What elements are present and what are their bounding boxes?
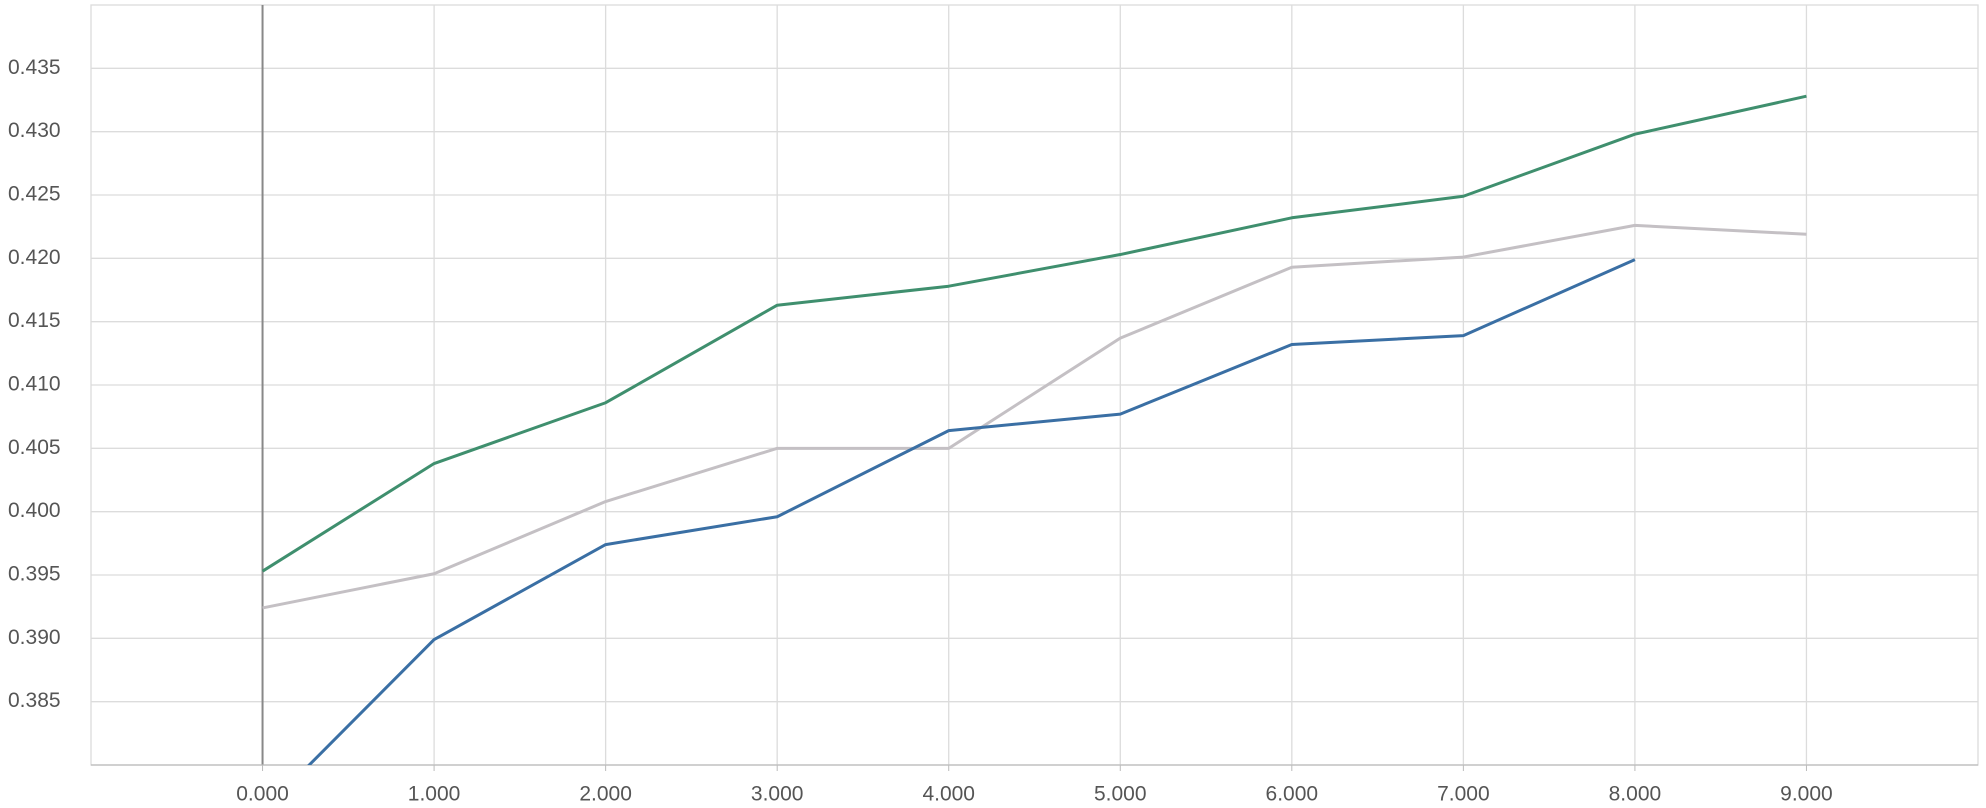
y-tick-label: 0.415	[8, 309, 61, 332]
x-tick-label: 0.000	[236, 783, 289, 806]
x-tick-label: 5.000	[1094, 783, 1147, 806]
x-tick-label: 1.000	[408, 783, 461, 806]
y-tick-label: 0.425	[8, 183, 61, 206]
x-tick-label: 8.000	[1609, 783, 1662, 806]
series-line	[307, 258, 1636, 765]
x-tick-label: 6.000	[1266, 783, 1319, 806]
y-tick-label: 0.385	[8, 689, 61, 712]
y-tick-label: 0.410	[8, 373, 61, 396]
x-tick-label: 9.000	[1780, 783, 1833, 806]
y-tick-label: 0.390	[8, 626, 61, 649]
plot-area	[261, 94, 1807, 765]
y-tick-label: 0.420	[8, 246, 61, 269]
y-tick-label: 0.435	[8, 56, 61, 79]
x-tick-label: 2.000	[579, 783, 632, 806]
series-line	[261, 94, 1807, 573]
y-tick-label: 0.405	[8, 436, 61, 459]
x-tick-label: 3.000	[751, 783, 804, 806]
y-tick-label: 0.430	[8, 119, 61, 142]
x-tick-label: 4.000	[922, 783, 975, 806]
series-line	[262, 223, 1807, 610]
y-tick-label: 0.400	[8, 499, 61, 522]
y-tick-label: 0.395	[8, 563, 61, 586]
x-tick-label: 7.000	[1437, 783, 1490, 806]
